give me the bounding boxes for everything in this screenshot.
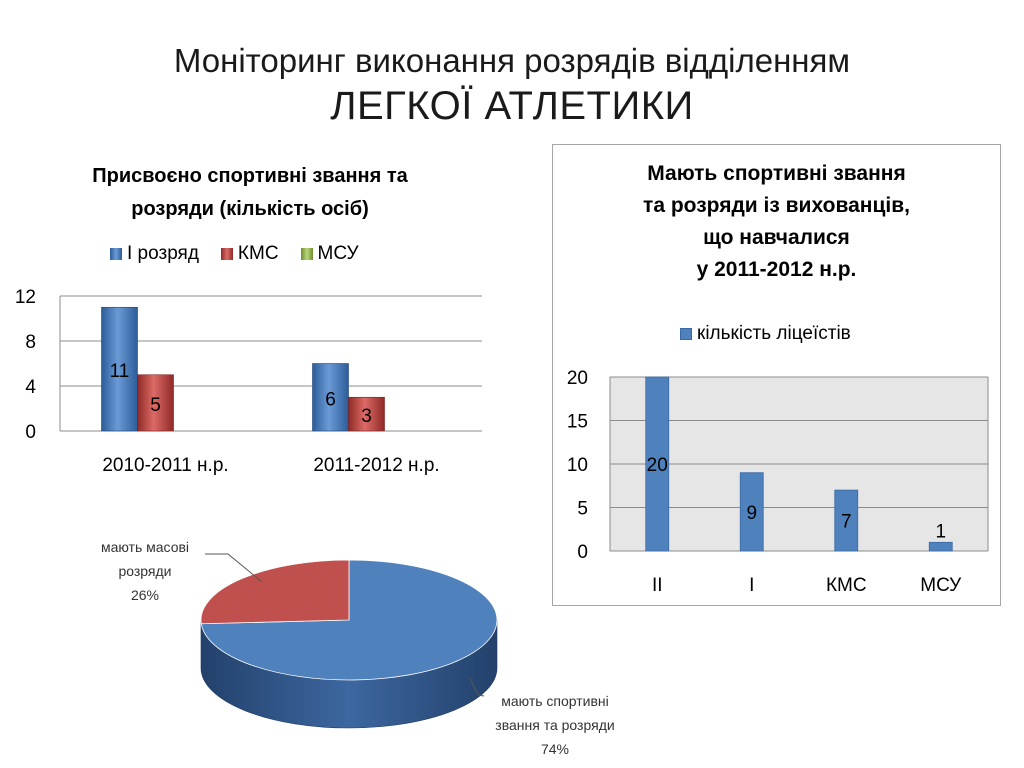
pie-label-masovi-percent: 26%	[131, 587, 159, 603]
legend-label-kms: КМС	[237, 243, 279, 264]
pie-label-sportyvni-line1: мають спортивні	[501, 693, 609, 709]
legend-item-i-rozriad: І розряд	[110, 243, 199, 265]
chart1-data-label-1-1: 3	[361, 406, 372, 427]
pie-label-sportyvni-line2: звання та розряди	[495, 717, 614, 733]
chart1-ytick-0: 0	[25, 422, 36, 443]
legend-item-kilkist-litseistiv: кількість ліцеїстів	[680, 323, 851, 345]
chart1-xtick-1: 2011-2012 н.р.	[313, 455, 439, 476]
chart2-data-label-1: 9	[746, 503, 757, 524]
chart1-data-label-0-0: 11	[110, 361, 130, 382]
chart2-xtick-0: ІІ	[652, 575, 663, 596]
legend-label-msu: МСУ	[317, 243, 359, 264]
legend-item-msu: МСУ	[300, 243, 359, 265]
slide-title-line1: Моніторинг виконання розрядів відділення…	[173, 42, 851, 79]
chart1-title-line2: розряди (кількість осіб)	[131, 198, 369, 220]
chart1-xtick-0: 2010-2011 н.р.	[102, 455, 228, 476]
chart1-bar-1-0	[137, 374, 174, 432]
chart2-ytick-2: 10	[567, 455, 588, 476]
chart1-title-line1: Присвоєно спортивні звання та	[92, 165, 408, 187]
chart1-bar-1-1	[348, 396, 385, 432]
legend-swatch-i-rozriad	[110, 248, 122, 260]
chart2-title-line2: та розряди із вихованців,	[643, 194, 910, 217]
chart2-bar-3	[928, 541, 953, 552]
legend-swatch-msu	[300, 248, 313, 260]
pie-label-masovi-line1: мають масові	[101, 539, 189, 555]
chart2-ytick-1: 5	[577, 499, 588, 520]
chart2-title-line4: у 2011-2012 н.р.	[696, 258, 857, 281]
slide-title-line2: ЛЕГКОЇ АТЛЕТИКИ	[330, 84, 694, 128]
chart2-ytick-3: 15	[567, 412, 588, 433]
pie-label-masovi-line2: розряди	[118, 563, 171, 579]
pie-label-sportyvni-percent: 74%	[541, 741, 569, 757]
chart2-ytick-4: 20	[567, 368, 588, 389]
legend-swatch-kms	[220, 248, 233, 260]
chart2-xtick-3: МСУ	[920, 575, 962, 596]
chart1-bar-0-0	[101, 306, 138, 432]
chart2-bar-2	[834, 489, 859, 552]
chart1-bar-0-1	[312, 363, 349, 432]
chart3-pie-chart: мають масові розряди 26% мають спортивні…	[101, 539, 615, 757]
chart1-ytick-3: 12	[15, 287, 36, 308]
chart2-bar-1	[739, 472, 764, 552]
chart2-xtick-1: І	[749, 575, 754, 596]
chart2-title-line3: що навчалися	[703, 226, 850, 249]
chart1-ytick-1: 4	[25, 377, 36, 398]
chart2-ytick-0: 0	[577, 542, 588, 563]
slide-title: Моніторинг виконання розрядів відділення…	[0, 40, 1024, 130]
pie-slice-1	[200, 559, 350, 625]
legend-swatch-kilkist-litseistiv	[680, 328, 692, 340]
chart2-bar-chart: 0 5 10 15 20 20 ІІ 9 І 7 КМС 1 МСУ	[567, 368, 989, 596]
chart2-bar-0	[645, 376, 670, 552]
chart2-data-label-3: 1	[935, 521, 946, 542]
legend-label-i-rozriad: І розряд	[127, 243, 199, 264]
chart1-title: Присвоєно спортивні звання та розряди (к…	[40, 160, 460, 226]
chart2-title-line1: Мають спортивні звання	[647, 162, 906, 185]
legend-label-kilkist-litseistiv: кількість ліцеїстів	[697, 323, 851, 344]
legend-item-kms: КМС	[220, 243, 279, 265]
chart1-legend: І розряд КМС МСУ	[110, 243, 359, 265]
chart2-data-label-2: 7	[841, 512, 852, 533]
pie-leader-masovi	[205, 553, 263, 583]
chart1-bar-chart: 0 4 8 12 11 5 2010-2011 н.р. 6 3 2011-2012 н.р.	[15, 287, 482, 476]
chart2-data-label-0: 20	[647, 455, 668, 476]
chart2-xtick-2: КМС	[826, 575, 867, 596]
chart1-data-label-0-1: 6	[325, 389, 336, 410]
pie-leader-sportyvni	[469, 677, 485, 697]
chart1-data-label-1-0: 5	[150, 395, 161, 416]
chart2-title: Мають спортивні звання та розряди із вих…	[552, 158, 1001, 286]
chart2-legend: кількість ліцеїстів	[680, 323, 851, 345]
chart1-ytick-2: 8	[25, 332, 36, 353]
